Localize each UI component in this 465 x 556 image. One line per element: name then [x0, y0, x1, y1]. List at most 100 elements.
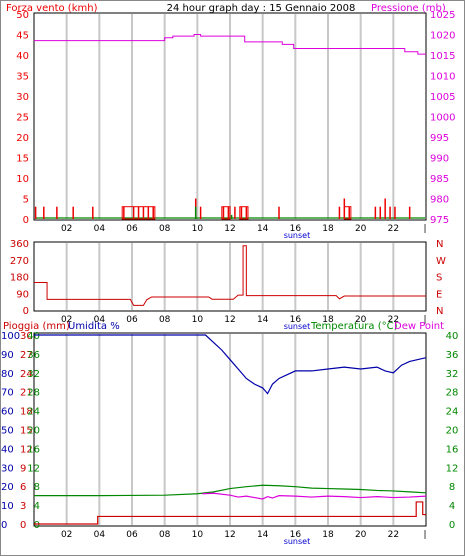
humidity-tick-label: 90: [1, 350, 14, 361]
wind-direction-line: [34, 245, 426, 306]
x-tick-label: 20: [355, 224, 367, 234]
pressure-line: [34, 34, 426, 55]
x-tick-label: 06: [126, 224, 138, 234]
wind-axis-title: Forza vento (kmh): [6, 3, 98, 14]
direction-tick-label: 180: [10, 273, 29, 284]
humidity-axis-title: Umidita %: [68, 321, 120, 332]
x-tick-label: 08: [159, 224, 171, 234]
wind-speed-block: [221, 206, 231, 220]
x-tick-label: 10: [192, 224, 204, 234]
compass-label: W: [436, 256, 446, 267]
wind-tick-label: 40: [16, 51, 29, 62]
x-tick-label: 04: [94, 530, 106, 540]
temperature-tick-label-right: 0: [449, 520, 455, 531]
rain-tick-label: 6: [20, 482, 26, 493]
direction-tick-label: 90: [16, 289, 29, 300]
x-tick-label: 20: [355, 315, 367, 325]
humidity-tick-label: 70: [1, 388, 14, 399]
temperature-tick-label-left: 28: [27, 388, 40, 399]
x-tick-label: 14: [257, 315, 269, 325]
temperature-axis-title: Temperatura (°C): [310, 321, 398, 332]
x-tick-label: 22: [388, 530, 399, 540]
temperature-tick-label-right: 8: [449, 482, 455, 493]
temperature-tick-label-left: 16: [27, 444, 40, 455]
x-tick-end: |: [423, 530, 426, 540]
pressure-tick-label: 990: [430, 154, 449, 165]
pressure-tick-label: 1020: [430, 31, 455, 42]
wind-tick-label: 15: [16, 154, 29, 165]
compass-label: E: [436, 289, 442, 300]
wind-tick-label: 30: [16, 92, 29, 103]
x-tick-label: 14: [257, 530, 269, 540]
x-tick-label: 12: [224, 224, 235, 234]
x-tick-label: 18: [322, 315, 334, 325]
temperature-tick-label-left: 36: [27, 350, 40, 361]
x-tick-label: 22: [388, 224, 399, 234]
x-tick-label: 12: [224, 530, 235, 540]
pressure-tick-label: 1000: [430, 113, 455, 124]
rain-tick-label: 0: [20, 520, 26, 531]
x-tick-label: 06: [126, 315, 138, 325]
rain-tick-label: 27: [20, 350, 33, 361]
temperature-tick-label-right: 28: [446, 388, 459, 399]
pressure-axis-title: Pressione (mb): [371, 3, 446, 14]
temperature-line: [34, 484, 427, 497]
x-tick-label: 18: [322, 530, 334, 540]
pressure-tick-label: 975: [430, 215, 449, 226]
x-tick-label: 16: [290, 315, 302, 325]
compass-label: N: [436, 239, 443, 250]
dewpoint-axis-title: Dew Point: [394, 321, 444, 332]
temperature-tick-label-left: 40: [27, 331, 40, 342]
temperature-tick-label-right: 36: [446, 350, 459, 361]
humidity-line: [34, 334, 427, 395]
compass-label: S: [436, 273, 442, 284]
rain-tick-label: 15: [20, 426, 33, 437]
rain-tick-label: 18: [20, 407, 33, 418]
temperature-tick-label-right: 20: [446, 426, 459, 437]
x-tick-label: 16: [290, 530, 302, 540]
temperature-tick-label-left: 4: [34, 501, 40, 512]
pressure-tick-label: 1010: [430, 72, 455, 83]
sunset-label: sunset: [284, 537, 311, 546]
temperature-tick-label-right: 12: [446, 463, 459, 474]
rain-tick-label: 24: [20, 369, 33, 380]
x-tick-label: 08: [159, 315, 171, 325]
temperature-tick-label-right: 40: [446, 331, 459, 342]
wind-tick-label: 0: [23, 215, 29, 226]
pressure-tick-label: 1005: [430, 92, 455, 103]
x-tick-label: 04: [94, 315, 106, 325]
x-tick-label: 20: [355, 530, 367, 540]
wind-tick-label: 10: [16, 174, 29, 185]
pressure-tick-label: 980: [430, 195, 449, 206]
pressure-tick-label: 1015: [430, 51, 455, 62]
temperature-tick-label-left: 8: [34, 482, 40, 493]
rain-tick-label: 30: [20, 331, 33, 342]
humidity-tick-label: 40: [1, 444, 14, 455]
temperature-tick-label-left: 0: [34, 520, 40, 531]
wind-tick-label: 25: [16, 113, 29, 124]
x-tick-label: 10: [192, 315, 204, 325]
temperature-tick-label-left: 32: [27, 369, 40, 380]
wind-tick-label: 45: [16, 31, 29, 42]
humidity-tick-label: 20: [1, 482, 14, 493]
x-tick-label: 16: [290, 224, 302, 234]
temperature-tick-label-left: 24: [27, 407, 40, 418]
rain-tick-label: 12: [20, 444, 33, 455]
x-tick-label: 02: [61, 315, 72, 325]
x-tick-end: |: [423, 224, 426, 234]
x-tick-label: 18: [322, 224, 334, 234]
rain-axis-title: Pioggia (mm): [3, 321, 70, 332]
humidity-tick-label: 50: [1, 426, 14, 437]
x-tick-label: 14: [257, 224, 269, 234]
rain-line: [34, 501, 426, 525]
humidity-tick-label: 10: [1, 501, 14, 512]
wind-tick-label: 35: [16, 72, 29, 83]
temperature-tick-label-right: 4: [449, 501, 455, 512]
pressure-tick-label: 1025: [430, 10, 455, 21]
x-tick-label: 04: [94, 224, 106, 234]
pressure-tick-label: 995: [430, 133, 449, 144]
x-tick-label: 22: [388, 315, 399, 325]
